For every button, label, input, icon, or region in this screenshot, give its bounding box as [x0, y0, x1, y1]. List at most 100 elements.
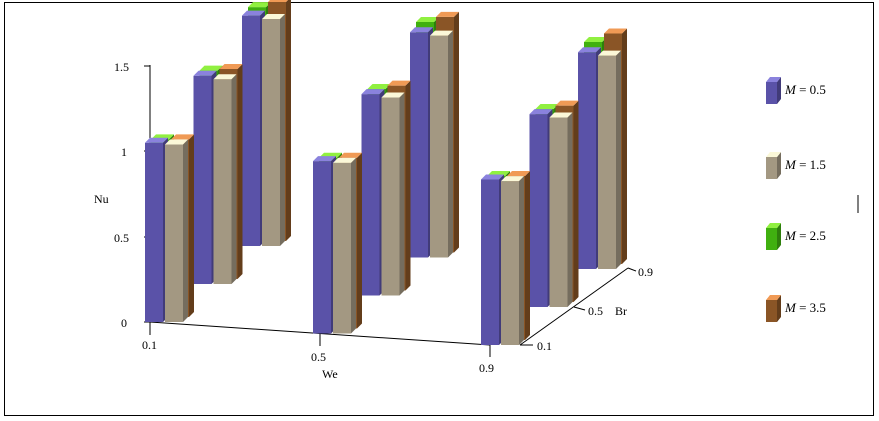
br-tick-label: 0.9	[638, 265, 653, 279]
bar-m15-we2-br1	[549, 112, 573, 307]
bar-front-face	[481, 179, 499, 345]
bar-side-face	[286, 0, 291, 241]
bar-top-face	[219, 63, 243, 69]
br-tick-mark	[627, 267, 637, 272]
bar-front-face	[262, 19, 280, 246]
bar-m15-we1-br2	[430, 30, 453, 258]
bar-side-face	[231, 74, 237, 284]
bar-side-face	[351, 157, 356, 334]
legend-value: = 3.5	[796, 300, 826, 315]
bar-side-face	[280, 14, 285, 246]
we-tick-label: 0.5	[311, 350, 326, 364]
br-tick-mark	[573, 306, 586, 311]
bar-side-face	[519, 176, 524, 345]
bar-m15-we0-br2	[262, 14, 285, 246]
legend-value: = 0.5	[796, 82, 826, 97]
legend-label: M = 3.5	[784, 300, 826, 315]
bar-top-face	[578, 47, 601, 53]
bar-side-face	[573, 100, 579, 302]
legend-swatch-top	[766, 295, 781, 300]
we-tick-label: 0.1	[142, 338, 157, 352]
bar-front-face	[361, 94, 380, 296]
legend-swatch-top	[766, 77, 781, 82]
legend-swatch	[766, 228, 777, 250]
legend-swatch-side	[777, 77, 781, 104]
bars	[145, 0, 627, 345]
bar-front-face	[333, 162, 351, 334]
bar-top-face	[501, 176, 524, 182]
bar-m05-we2-br1	[529, 109, 553, 307]
bar-m05-we2-br2	[578, 47, 601, 270]
bar-m05-we0-br2	[242, 10, 265, 246]
bar-m15-we2-br2	[598, 50, 621, 269]
bar-front-face	[242, 15, 260, 246]
bar-front-face	[313, 161, 331, 334]
bar-m15-we1-br1	[381, 92, 405, 296]
bar-top-face	[436, 11, 459, 17]
legend-swatch-side	[777, 223, 781, 250]
legend-label: M = 0.5	[784, 82, 826, 97]
legend-swatch-top	[766, 152, 781, 157]
legend-value: = 2.5	[796, 228, 826, 243]
bar-side-face	[405, 80, 411, 291]
br-tick-label: 0.1	[537, 339, 552, 353]
bar-top-face	[165, 139, 188, 145]
bar-m15-we0-br1	[213, 74, 237, 284]
bar-top-face	[313, 156, 336, 162]
we-axis-label: We	[322, 367, 338, 381]
bar-front-face	[529, 114, 548, 307]
bar-top-face	[555, 100, 579, 106]
bar-front-face	[430, 35, 448, 258]
bar-side-face	[454, 11, 459, 253]
legend-label: M = 1.5	[784, 157, 826, 172]
bar-top-face	[333, 157, 356, 163]
bar-top-face	[381, 92, 405, 98]
we-tick-label: 0.9	[479, 361, 494, 375]
bar-top-face	[481, 174, 504, 180]
bar-front-face	[193, 75, 212, 284]
bar-side-face	[567, 112, 573, 307]
bar-front-face	[598, 55, 616, 269]
legend-swatch	[766, 157, 777, 179]
bar-side-face	[357, 152, 362, 329]
bar-side-face	[616, 50, 621, 269]
legend-swatch-side	[777, 152, 781, 179]
bar-m05-we1-br0	[313, 156, 336, 334]
legend-variable: M	[784, 157, 797, 172]
bar-m15-we0-br0	[165, 139, 188, 322]
legend-swatch	[766, 300, 777, 322]
bar-front-face	[410, 32, 428, 258]
bar-top-face	[171, 134, 194, 140]
legend-value: = 1.5	[796, 157, 826, 172]
bar-m05-we2-br0	[481, 174, 504, 345]
bar-top-face	[529, 109, 553, 115]
bar-side-face	[448, 30, 453, 258]
bar-m15-we1-br0	[333, 157, 356, 334]
bar-top-face	[242, 10, 265, 16]
bar-side-face	[189, 134, 194, 317]
legend: M = 0.5M = 1.5M = 2.5M = 3.5	[766, 77, 826, 322]
bar-top-face	[416, 16, 439, 22]
bar-top-face	[199, 65, 223, 71]
bar-front-face	[165, 144, 183, 322]
z-axis-label: Nu	[94, 192, 109, 206]
legend-item: M = 0.5	[766, 77, 826, 104]
br-tick-label: 0.5	[588, 304, 603, 318]
z-tick-label: 0.5	[114, 231, 129, 245]
bar-top-face	[430, 30, 453, 36]
bar-top-face	[262, 14, 285, 20]
bar-top-face	[193, 70, 217, 76]
z-tick-label: 0	[121, 316, 127, 330]
bar-top-face	[145, 137, 168, 143]
bar-front-face	[213, 79, 232, 284]
bar-m05-we1-br2	[410, 27, 433, 258]
bar-top-face	[248, 2, 271, 8]
axes: 0 0.5 1 1.5 Nu 0.1 0.5 0.9 We 0.1 0.5 Br…	[94, 60, 653, 381]
bar-m15-we2-br0	[501, 176, 524, 345]
legend-item: M = 3.5	[766, 295, 826, 322]
bar-top-face	[507, 171, 530, 177]
legend-item: M = 2.5	[766, 223, 826, 250]
bar-front-face	[549, 117, 568, 307]
legend-variable: M	[784, 228, 797, 243]
